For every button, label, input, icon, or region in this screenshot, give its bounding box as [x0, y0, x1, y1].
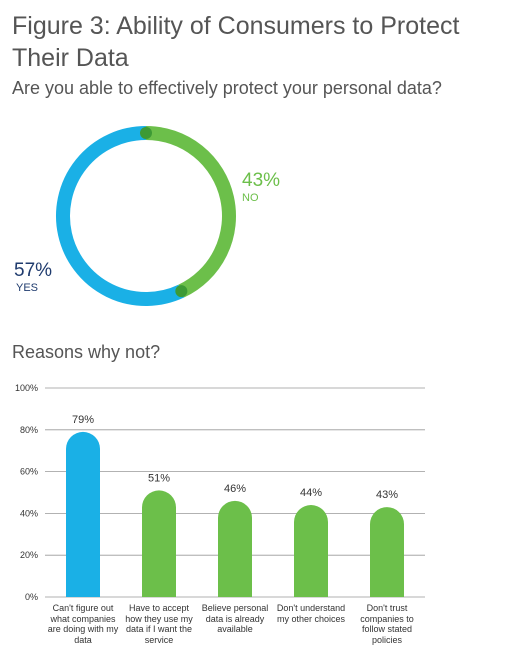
category-label: YES	[16, 282, 39, 294]
x-tick-label: Don't understand my other choices	[276, 603, 346, 624]
category-label: NO	[242, 192, 259, 204]
x-tick-label: Can't figure out what companies are doin…	[47, 603, 119, 645]
value-label: 43%	[376, 489, 398, 501]
value-label: 79%	[72, 414, 94, 426]
arc-end-dot	[140, 127, 152, 139]
bar	[142, 490, 176, 597]
y-tick-label: 80%	[20, 425, 38, 435]
value-label: 57%	[14, 260, 53, 281]
bar	[294, 505, 328, 597]
value-label: 51%	[148, 472, 170, 484]
bar	[370, 507, 404, 597]
x-tick-label: Have to accept how they use my data if I…	[125, 603, 193, 645]
chart-title: Figure 3: Ability of Consumers to Protec…	[12, 12, 460, 72]
bar	[66, 431, 100, 597]
y-tick-label: 100%	[15, 383, 38, 393]
bar-chart-title: Reasons why not?	[12, 342, 161, 362]
arc-end-dot	[175, 285, 188, 298]
value-label: 43%	[242, 170, 281, 191]
y-tick-label: 40%	[20, 508, 38, 518]
bar	[218, 500, 252, 597]
value-label: 46%	[224, 483, 246, 495]
chart-subtitle: Are you able to effectively protect your…	[12, 78, 442, 98]
y-tick-label: 0%	[25, 592, 38, 602]
value-label: 44%	[300, 487, 322, 499]
donut-segment	[56, 126, 185, 306]
x-tick-label: Believe personal data is already availab…	[201, 603, 269, 634]
x-tick-label: Don't trust companies to follow stated p…	[360, 603, 414, 645]
y-tick-label: 60%	[20, 467, 38, 477]
y-tick-label: 20%	[20, 550, 38, 560]
donut-segment	[145, 126, 236, 298]
